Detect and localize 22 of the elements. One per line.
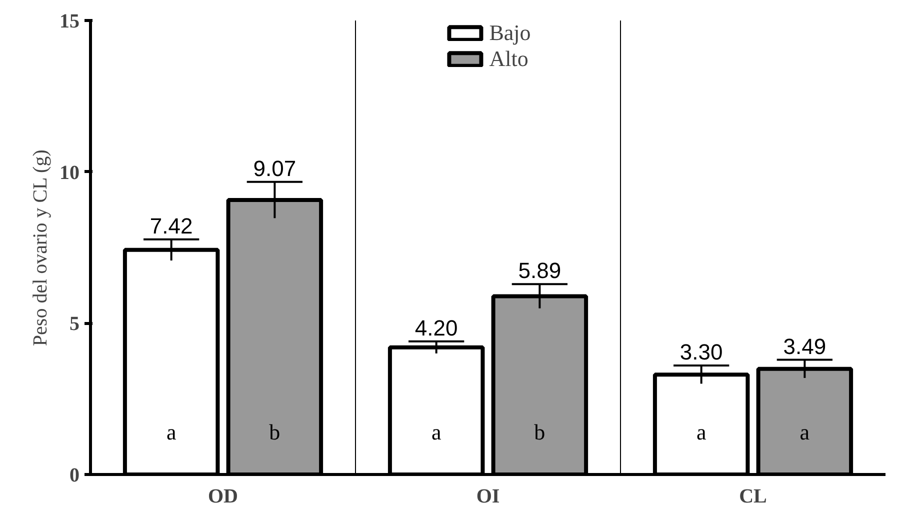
annotation: a xyxy=(166,420,176,444)
annotation: a xyxy=(431,420,442,444)
annotation: b xyxy=(534,420,546,444)
data-label: 3.49 xyxy=(783,334,826,359)
data-label: 9.07 xyxy=(253,156,296,181)
y-tick-label: 15 xyxy=(60,10,80,32)
data-label: 5.89 xyxy=(518,258,562,284)
x-tick-label: OI xyxy=(476,486,500,508)
y-tick-label: 0 xyxy=(70,464,80,486)
annotation: a xyxy=(696,420,706,444)
y-tick-label: 5 xyxy=(70,313,80,336)
y-axis-title: Peso del ovario y CL (g) xyxy=(30,150,52,346)
x-tick-label: OD xyxy=(208,486,238,508)
annotation: b xyxy=(269,420,280,444)
annotation: a xyxy=(800,420,810,444)
legend-label: Bajo xyxy=(489,20,531,46)
data-label: 7.42 xyxy=(150,213,193,238)
legend-label: Alto xyxy=(489,46,528,72)
data-label: 4.20 xyxy=(414,315,458,340)
y-tick-label: 10 xyxy=(60,162,80,184)
x-tick-label: CL xyxy=(739,486,767,508)
data-label: 3.30 xyxy=(680,340,723,365)
